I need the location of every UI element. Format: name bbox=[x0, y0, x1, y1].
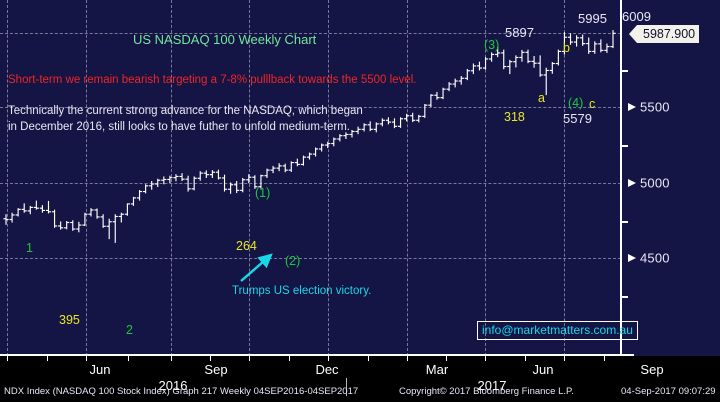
chart-x-axis: Jun Sep Dec Mar Jun Sep 2016 2017 NDX In… bbox=[0, 356, 720, 402]
x-axis-tick bbox=[7, 356, 8, 361]
time-axis-line bbox=[0, 354, 634, 356]
footer-timestamp: 04-Sep-2017 09:07:29 bbox=[621, 386, 716, 397]
x-axis-tick bbox=[604, 356, 605, 361]
price-label-5995: 5995 bbox=[578, 11, 607, 26]
x-axis-tick bbox=[446, 356, 447, 361]
x-axis-tick bbox=[564, 356, 565, 361]
footer-copyright: Copyright© 2017 Bloomberg Finance L.P. bbox=[399, 386, 574, 397]
price-label-5897: 5897 bbox=[505, 25, 534, 40]
x-axis-tick bbox=[210, 356, 211, 361]
price-label-395: 395 bbox=[59, 313, 80, 327]
price-label-264: 264 bbox=[236, 239, 257, 253]
x-axis-label-jun-2017: Jun bbox=[532, 362, 554, 377]
x-axis-tick bbox=[525, 356, 526, 361]
x-axis-tick bbox=[485, 356, 486, 361]
x-axis-tick bbox=[128, 356, 129, 361]
bullish-annotation-line1: Technically the current strong advance f… bbox=[8, 105, 363, 117]
x-axis-label-sep-2016: Sep bbox=[204, 362, 228, 377]
y-axis-tick bbox=[621, 221, 628, 223]
price-label-5579: 5579 bbox=[563, 111, 592, 126]
x-axis-tick bbox=[171, 356, 172, 361]
wave-label-4-circle: (4) bbox=[568, 96, 584, 110]
wave-label-1: 1 bbox=[26, 241, 33, 255]
x-axis-label-mar-2017: Mar bbox=[425, 362, 449, 377]
x-axis-tick bbox=[328, 356, 329, 361]
wave-label-1-circle: (1) bbox=[255, 186, 271, 200]
wave-label-c: c bbox=[589, 97, 596, 111]
price-axis-line bbox=[620, 0, 622, 356]
bullish-annotation-line2: in December 2016, still looks to have fu… bbox=[8, 121, 350, 133]
price-label-6009: 6009 bbox=[622, 9, 651, 24]
x-axis-label-sep-2017: Sep bbox=[640, 362, 664, 377]
x-axis-label-dec-2016: Dec bbox=[315, 362, 339, 377]
x-axis-tick bbox=[289, 356, 290, 361]
contact-email-box[interactable]: info@marketmatters.com.au bbox=[477, 321, 638, 340]
year-label-2016: 2016 bbox=[158, 378, 188, 393]
y-axis-pointer bbox=[628, 179, 636, 187]
wave-label-2: 2 bbox=[126, 323, 133, 337]
y-axis-pointer bbox=[628, 254, 636, 262]
year-label-2017: 2017 bbox=[477, 378, 507, 393]
x-axis-tick bbox=[86, 356, 87, 361]
wave-label-a: a bbox=[538, 91, 545, 105]
year-separator bbox=[346, 378, 347, 396]
trump-annotation: Trumps US election victory. bbox=[232, 285, 372, 297]
bearish-annotation: Short-term we remain bearish targeting a… bbox=[8, 74, 417, 86]
y-axis-tick bbox=[621, 70, 628, 72]
last-price-tag: 5987.900 bbox=[628, 25, 700, 43]
chart-plot-area: 5500 5000 4500 5987.900 US NASDAQ 100 We… bbox=[0, 0, 720, 356]
ohlc-bar-series bbox=[3, 30, 616, 243]
y-axis-label: 4500 bbox=[640, 250, 670, 266]
wave-label-3-circle: (3) bbox=[484, 38, 500, 52]
y-axis-label: 5000 bbox=[640, 175, 670, 191]
x-axis-tick bbox=[368, 356, 369, 361]
x-axis-tick bbox=[249, 356, 250, 361]
y-axis-tick bbox=[621, 296, 628, 298]
y-axis-tick bbox=[621, 145, 628, 147]
price-label-318: 318 bbox=[504, 110, 525, 124]
trump-annotation-arrow bbox=[240, 253, 273, 282]
x-axis-tick bbox=[407, 356, 408, 361]
footer-instrument-info: NDX Index (NASDAQ 100 Stock Index) Graph… bbox=[4, 386, 359, 397]
x-axis-label-jun-2016: Jun bbox=[89, 362, 111, 377]
chart-title: US NASDAQ 100 Weekly Chart bbox=[133, 32, 317, 47]
wave-label-2-circle: (2) bbox=[285, 254, 301, 268]
x-axis-tick bbox=[47, 356, 48, 361]
y-axis-label: 5500 bbox=[640, 99, 670, 115]
wave-label-b: b bbox=[563, 41, 570, 55]
y-axis-pointer bbox=[628, 103, 636, 111]
